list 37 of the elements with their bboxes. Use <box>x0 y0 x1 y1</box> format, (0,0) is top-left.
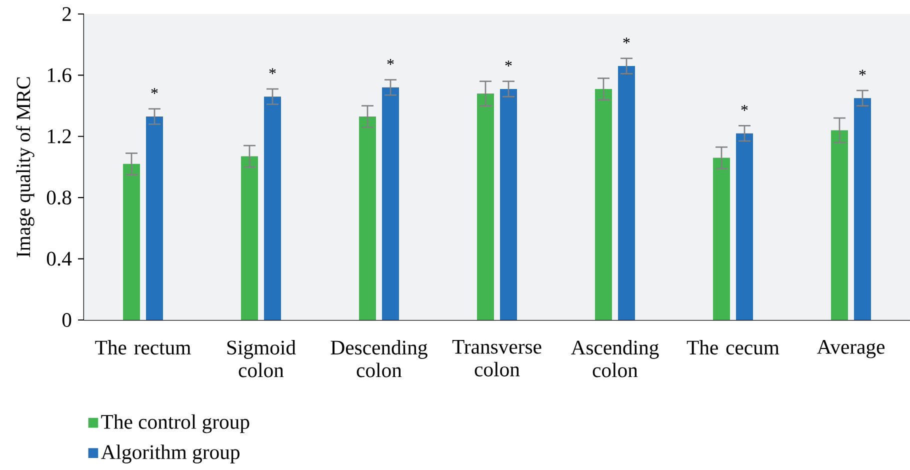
bar <box>264 96 282 320</box>
bar <box>477 94 494 320</box>
y-tick-label: 0 <box>62 313 72 327</box>
legend-label: The control group <box>101 414 250 434</box>
bar <box>123 164 140 320</box>
x-tick-label: Average <box>816 340 885 358</box>
bar <box>712 158 730 320</box>
x-tick-label: The cecum <box>686 340 780 355</box>
x-tick-label: Transverse colon <box>452 340 542 376</box>
bar <box>854 98 871 320</box>
y-tick-label: 1.2 <box>48 129 71 144</box>
y-tick-label: 2 <box>62 7 71 21</box>
annotation: * <box>859 70 866 76</box>
bar <box>359 116 376 320</box>
y-tick-label: 0.4 <box>46 252 72 266</box>
bar <box>500 88 518 320</box>
x-tick-label: Ascending colon <box>571 340 659 378</box>
bar <box>830 130 848 320</box>
annotation: * <box>387 59 394 65</box>
bar <box>146 116 164 320</box>
annotation: * <box>623 38 630 44</box>
x-tick-label: Descending colon <box>330 340 428 378</box>
x-tick-label: Sigmoid colon <box>227 340 296 378</box>
y-axis-title: Image quality of MRC <box>16 77 34 258</box>
x-tick-label: The rectum <box>95 340 191 355</box>
y-tick-label: 0.8 <box>46 190 72 205</box>
bar <box>382 87 400 320</box>
y-tick-label: 1.6 <box>48 68 72 82</box>
bar <box>618 66 635 320</box>
annotation: * <box>269 68 276 74</box>
legend-label: Algorithm group <box>101 444 240 464</box>
bar <box>241 156 258 320</box>
annotation: * <box>151 88 158 94</box>
bar <box>595 88 612 320</box>
bar <box>736 133 753 320</box>
annotation: * <box>741 104 748 111</box>
annotation: * <box>505 60 512 66</box>
